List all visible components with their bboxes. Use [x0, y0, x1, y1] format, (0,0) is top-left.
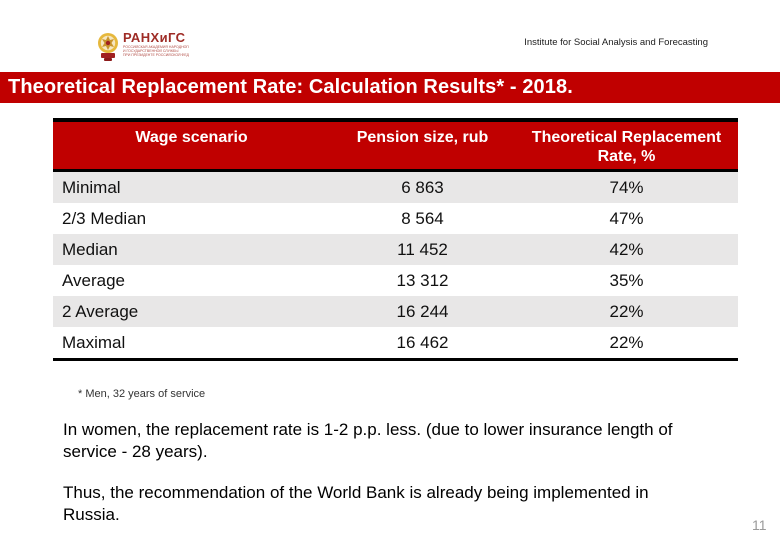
- table-header-row: Wage scenario Pension size, rub Theoreti…: [53, 118, 738, 172]
- cell-wage-scenario: 2 Average: [62, 301, 139, 321]
- column-header-replacement-rate: Theoretical Replacement Rate, %: [531, 129, 722, 165]
- table-row: 2 Average 16 244 22%: [53, 296, 738, 327]
- slide-title-band: Theoretical Replacement Rate: Calculatio…: [0, 72, 780, 103]
- cell-replacement-rate: 42%: [609, 239, 644, 259]
- slide-title: Theoretical Replacement Rate: Calculatio…: [8, 76, 573, 98]
- paragraph-world-bank-note: Thus, the recommendation of the World Ba…: [63, 483, 649, 524]
- cell-replacement-rate: 35%: [609, 270, 644, 290]
- cell-wage-scenario: Average: [62, 270, 126, 290]
- cell-pension-size: 11 452: [397, 239, 448, 259]
- results-table: Wage scenario Pension size, rub Theoreti…: [53, 118, 738, 361]
- table-row: Median 11 452 42%: [53, 234, 738, 265]
- table-footnote: * Men, 32 years of service: [78, 388, 206, 400]
- cell-replacement-rate: 74%: [609, 177, 644, 197]
- cell-wage-scenario: Median: [62, 239, 118, 259]
- table-row: 2/3 Median 8 564 47%: [53, 203, 738, 234]
- table-row: Average 13 312 35%: [53, 265, 738, 296]
- cell-wage-scenario: 2/3 Median: [62, 208, 147, 228]
- cell-pension-size: 6 863: [401, 177, 444, 197]
- column-header-pension-size: Pension size, rub: [356, 129, 489, 146]
- column-header-wage-scenario: Wage scenario: [135, 129, 248, 146]
- cell-wage-scenario: Minimal: [62, 177, 121, 197]
- page-number: 11: [752, 517, 767, 533]
- table-row: Maximal 16 462 22%: [53, 327, 738, 358]
- cell-pension-size: 16 462: [396, 332, 449, 352]
- cell-replacement-rate: 22%: [609, 332, 644, 352]
- logo-subline: И ГОСУДАРСТВЕННОЙ СЛУЖБЫ: [123, 49, 179, 53]
- paragraph-women-note: In women, the replacement rate is 1-2 p.…: [63, 420, 673, 461]
- logo-abbreviation: РАНХиГС: [123, 30, 186, 45]
- logo-text-block: РАНХиГС РОССИЙСКАЯ АКАДЕМИЯ НАРОДНОГО ХО…: [123, 30, 189, 58]
- logo-subline: РОССИЙСКАЯ АКАДЕМИЯ НАРОДНОГО ХОЗЯЙСТВА: [123, 45, 189, 49]
- cell-replacement-rate: 22%: [609, 301, 644, 321]
- table-row: Minimal 6 863 74%: [53, 172, 738, 203]
- cell-wage-scenario: Maximal: [62, 332, 126, 352]
- table-body: Minimal 6 863 74% 2/3 Median 8 564 47% M…: [53, 172, 738, 358]
- cell-pension-size: 16 244: [396, 301, 449, 321]
- cell-replacement-rate: 47%: [609, 208, 644, 228]
- ranepa-logo: РАНХиГС РОССИЙСКАЯ АКАДЕМИЯ НАРОДНОГО ХО…: [97, 31, 189, 62]
- cell-pension-size: 13 312: [396, 270, 449, 290]
- cell-pension-size: 8 564: [401, 208, 444, 228]
- ranepa-crest-icon: [98, 33, 118, 61]
- institute-name: Institute for Social Analysis and Foreca…: [524, 37, 708, 48]
- logo-subline: ПРИ ПРЕЗИДЕНТЕ РОССИЙСКОЙ ФЕДЕРАЦИИ: [123, 53, 189, 57]
